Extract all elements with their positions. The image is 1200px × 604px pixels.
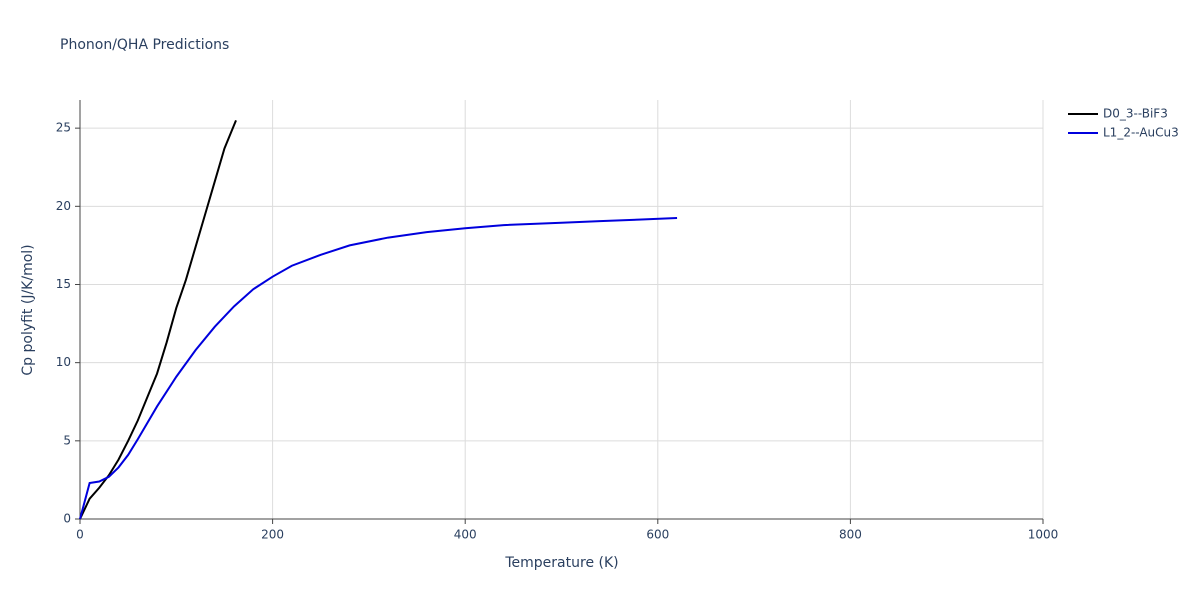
x-tick-label: 400 xyxy=(454,528,477,542)
y-tick-label: 15 xyxy=(56,277,71,291)
y-tick-label: 10 xyxy=(56,355,71,369)
y-tick-label: 20 xyxy=(56,199,71,213)
legend-label: D0_3--BiF3 xyxy=(1103,107,1168,121)
x-tick-label: 1000 xyxy=(1028,528,1059,542)
data-line xyxy=(79,119,237,520)
y-tick-label: 25 xyxy=(56,121,71,135)
data-line xyxy=(79,217,678,520)
y-tick-label: 0 xyxy=(63,512,71,526)
x-axis-title: Temperature (K) xyxy=(504,555,618,571)
y-tick-label: 5 xyxy=(63,433,71,447)
x-tick-label: 200 xyxy=(261,528,284,542)
x-tick-label: 600 xyxy=(646,528,669,542)
x-tick-label: 0 xyxy=(76,528,84,542)
x-tick-label: 800 xyxy=(839,528,862,542)
chart-title: Phonon/QHA Predictions xyxy=(60,37,229,53)
y-axis-title: Cp polyfit (J/K/mol) xyxy=(20,244,36,375)
legend-label: L1_2--AuCu3 xyxy=(1103,126,1179,140)
